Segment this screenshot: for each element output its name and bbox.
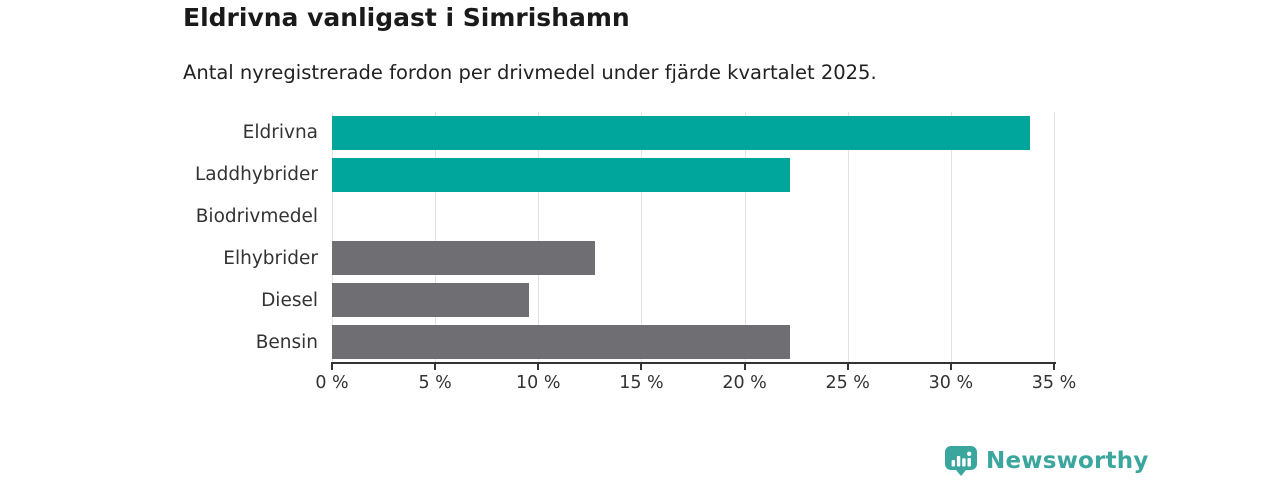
x-axis: 0 % 5 % 10 % 15 % 20 % 25 % 30 % 35 %	[315, 364, 1076, 404]
category-label: Biodrivmedel	[195, 206, 318, 228]
bar-track	[332, 196, 1057, 238]
bar-rows: Eldrivna Laddhybrider Biodrivmedel Elhybrid…	[0, 112, 1057, 363]
category-label: Laddhybrider	[194, 164, 318, 186]
bar	[332, 283, 529, 318]
newsworthy-logo: Newsworthy	[944, 445, 1149, 477]
axis-tick	[846, 364, 849, 370]
axis-tick-label: 0 %	[315, 373, 349, 393]
bar-row: Elhybrider	[0, 237, 1057, 279]
chart-subtitle: Antal nyregistrerade fordon per drivmede…	[183, 61, 877, 84]
bar	[332, 157, 790, 192]
gridline	[744, 112, 746, 363]
axis-tick	[640, 364, 643, 370]
gridline	[847, 112, 849, 363]
axis-tick-label: 20 %	[722, 373, 767, 393]
gridline	[950, 112, 952, 363]
gridline	[435, 112, 437, 363]
chart-title: Eldrivna vanligast i Simrishamn	[183, 3, 630, 32]
axis-tick-label: 25 %	[825, 373, 870, 393]
bar-track	[332, 279, 1057, 321]
gridline	[641, 112, 643, 363]
gridline	[1054, 112, 1055, 363]
bar-track	[332, 112, 1057, 154]
bar-track	[332, 154, 1057, 196]
axis-tick-label: 5 %	[418, 373, 452, 393]
bar	[332, 325, 790, 360]
bar-row: Diesel	[0, 279, 1057, 321]
axis-tick	[743, 364, 746, 370]
newsworthy-logo-text: Newsworthy	[986, 448, 1149, 474]
axis-tick	[331, 364, 333, 370]
axis-tick-label: 15 %	[619, 373, 664, 393]
axis-tick	[949, 364, 952, 370]
bar	[332, 241, 596, 276]
newsworthy-chart-bubble-icon	[945, 446, 977, 476]
axis-tick	[537, 364, 540, 370]
bar-track	[332, 237, 1057, 279]
category-label: Bensin	[255, 331, 318, 353]
bar-track	[332, 321, 1057, 363]
axis-tick	[1053, 364, 1055, 370]
axis-tick-label: 35 %	[1031, 373, 1077, 393]
bar-row: Laddhybrider	[0, 154, 1057, 196]
x-axis-line	[331, 362, 1056, 364]
category-label: Elhybrider	[223, 247, 318, 269]
gridline	[332, 112, 333, 363]
category-label: Diesel	[261, 289, 318, 311]
bar	[332, 115, 1031, 150]
bar-row: Eldrivna	[0, 112, 1057, 154]
gridline	[538, 112, 540, 363]
axis-tick-label: 30 %	[928, 373, 974, 393]
axis-tick-label: 10 %	[516, 373, 561, 393]
gridlines	[332, 112, 1055, 363]
bar-row: Bensin	[0, 321, 1057, 363]
bar-row: Biodrivmedel	[0, 196, 1057, 238]
axis-tick	[434, 364, 437, 370]
category-label: Eldrivna	[242, 122, 318, 144]
